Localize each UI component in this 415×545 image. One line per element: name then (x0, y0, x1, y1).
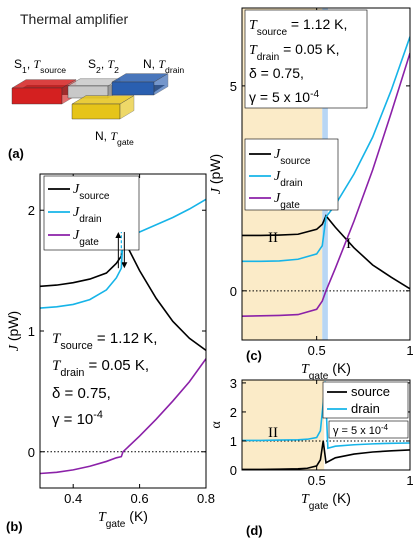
legend: source drain (322, 381, 409, 419)
series-line-gate (242, 52, 410, 318)
block-n-gate-side (119, 95, 135, 120)
param-gamma: γ = 10-4 (52, 409, 103, 428)
legend-entry-drain: drain (351, 401, 380, 416)
legend: Jsource Jdrain Jgate (43, 175, 140, 251)
arrowhead-down (121, 262, 128, 269)
label-n-gate: N, Tgate (95, 129, 134, 147)
gamma-box (328, 420, 409, 439)
block-n-drain-front (111, 81, 155, 96)
legend-entry-gate: Jgate (274, 191, 300, 211)
panel-label-a: (a) (8, 146, 24, 161)
x-tick-label: 0.4 (64, 491, 82, 506)
axes-frame (241, 379, 411, 471)
panel-label-b: (b) (6, 519, 23, 534)
param-t-source: Tsource = 1.12 K, (249, 16, 347, 38)
y-tick-label: 2 (28, 203, 35, 218)
y-tick-label: 3 (230, 376, 237, 391)
legend-entry-source: source (351, 384, 390, 399)
panel-b: 0.4 0.6 0.8 0 1 2 Tgate (K) J (pW) Jsource Jdrain… (5, 173, 215, 530)
legend-box (322, 381, 409, 419)
x-axis-label: Tgate (K) (301, 490, 351, 512)
y-tick-label: 0 (230, 284, 237, 299)
y-tick-label: 0 (28, 445, 35, 460)
param-delta: δ = 0.75, (249, 65, 304, 81)
legend-entry-drain: Jdrain (274, 169, 303, 189)
legend-entry-gate: Jgate (73, 228, 99, 248)
block-s1-front (11, 87, 63, 105)
region-label-i: I (346, 236, 351, 252)
y-tick-label: 2 (230, 405, 237, 420)
x-tick-label: 1 (406, 343, 413, 358)
series-line-drain (242, 36, 410, 263)
panel-d: 0.5 1 0 1 2 3 Tgate (K) α source drain γ = 5 x 10-… (209, 376, 414, 512)
param-gamma: γ = 5 x 10-4 (333, 423, 389, 438)
panel-c: 0.5 1 0 5 Tgate (K) J (pW) Tsource = 1.12 K, Td… (207, 7, 414, 382)
y-axis-label: J (pW) (207, 154, 224, 194)
series-line-gate (40, 358, 206, 475)
y-axis-label: J (pW) (5, 311, 22, 351)
legend-entry-drain: Jdrain (73, 205, 102, 225)
label-s2: S2, T2 (88, 57, 119, 75)
y-tick-label: 5 (230, 79, 237, 94)
arrowhead-up (115, 231, 122, 238)
label-s1: S1, Tsource (14, 57, 66, 75)
device-schematic: S1, Tsource S2, T2 N, Tdrain N, Tgate (11, 57, 184, 147)
params-box (244, 9, 368, 109)
x-tick-label: 1 (406, 473, 413, 488)
y-tick-label: 1 (28, 324, 35, 339)
series-line-source (242, 214, 410, 290)
series-line-source (242, 440, 410, 470)
x-tick-label: 0.5 (308, 473, 326, 488)
panel-label-d: (d) (246, 523, 263, 538)
x-tick-label: 0.5 (308, 343, 326, 358)
x-axis-label: Tgate (K) (301, 360, 351, 382)
x-axis-label: Tgate (K) (98, 508, 148, 530)
y-tick-label: 1 (230, 434, 237, 449)
y-axis-label: α (209, 421, 224, 429)
panel-label-c: (c) (246, 348, 262, 363)
x-tick-label: 0.6 (131, 491, 149, 506)
param-t-drain: Tdrain = 0.05 K, (249, 41, 340, 63)
region-ii-shade (242, 380, 325, 470)
param-gamma: γ = 5 x 10-4 (249, 89, 319, 106)
block-n-drain-side (153, 73, 169, 96)
region-label-ii: II (268, 230, 278, 246)
region-label-ii: II (268, 425, 278, 441)
label-n-drain: N, Tdrain (143, 57, 184, 75)
legend-entry-source: Jsource (73, 182, 110, 202)
param-t-drain: Tdrain = 0.05 K, (52, 357, 149, 379)
legend-entry-source: Jsource (274, 147, 311, 167)
y-tick-label: 0 (230, 463, 237, 478)
figure-title: Thermal amplifier (20, 11, 129, 27)
param-delta: δ = 0.75, (52, 385, 111, 402)
block-n-gate-front (71, 103, 121, 120)
param-t-source: Tsource = 1.12 K, (52, 330, 157, 352)
axes-frame (241, 7, 411, 341)
x-tick-label: 0.8 (197, 491, 215, 506)
